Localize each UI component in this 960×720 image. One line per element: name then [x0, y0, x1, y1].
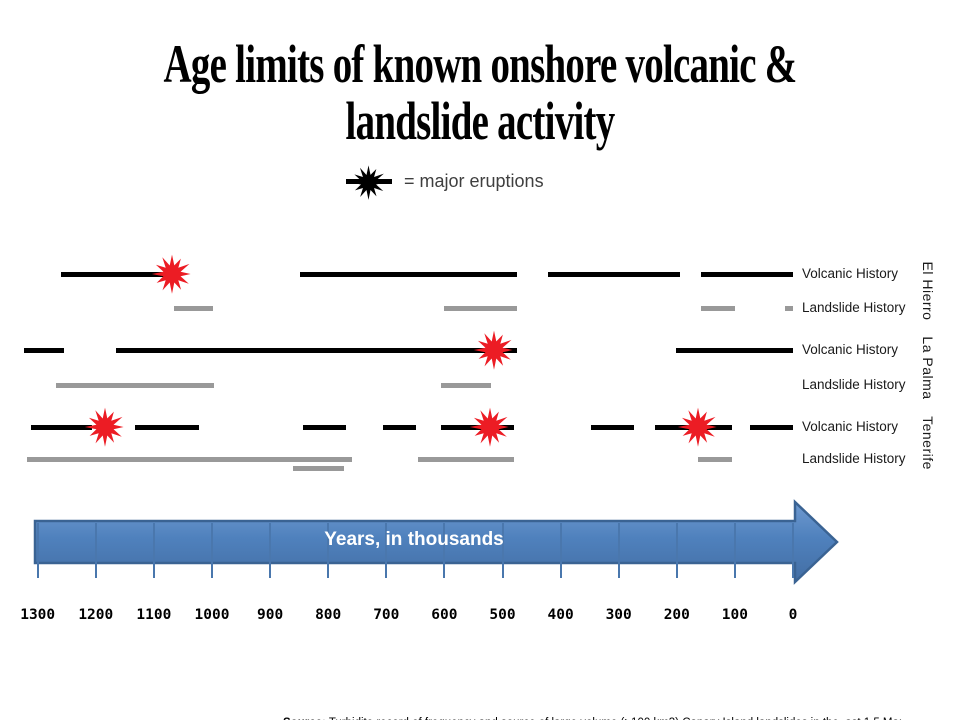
volcanic-bar-segment [547, 271, 681, 277]
axis-tick [269, 523, 272, 578]
axis-tick [152, 523, 155, 578]
slide-title: Age limits of known onshore volcanic & l… [134, 34, 825, 152]
axis-tick [617, 523, 620, 578]
volcanic-bar-segment [60, 271, 172, 277]
legend-label: = major eruptions [404, 171, 544, 191]
volcanic-bar-segment [116, 347, 517, 353]
axis-tick [733, 523, 736, 578]
axis-tick [327, 523, 330, 578]
volcanic-bar-segment [303, 424, 347, 430]
landslide-bar-segment [174, 305, 214, 311]
axis-tick-label: 1200 [78, 607, 114, 623]
history-row-label: Volcanic History [802, 419, 899, 434]
title-line-2: landslide activity [345, 91, 616, 152]
volcanic-bar-segment [134, 424, 200, 430]
axis-tick-label: 0 [788, 607, 798, 623]
landslide-bar-segment [697, 456, 732, 462]
landslide-bar-segment [55, 382, 214, 388]
volcanic-bar-segment [382, 424, 416, 430]
eruption-star-icon [677, 407, 717, 447]
volcanic-bar-segment [750, 424, 793, 430]
axis-title: Years, in thousands [324, 529, 504, 550]
volcanic-bar-segment [23, 347, 64, 353]
volcanic-bar-segment [676, 347, 793, 353]
axis-tick-label: 300 [605, 607, 632, 623]
axis-tick-label: 800 [315, 607, 342, 623]
axis-tick [94, 523, 97, 578]
title-line-1: Age limits of known onshore volcanic & [163, 34, 798, 94]
history-row-label: Volcanic History [802, 342, 899, 357]
source-prefix: Source: [283, 717, 326, 720]
axis-tick-label: 200 [663, 607, 690, 623]
island-label: La Palma [920, 335, 936, 400]
eruption-star-icon [151, 254, 191, 294]
axis-tick [675, 523, 678, 578]
axis-tick-label: 100 [721, 607, 748, 623]
landslide-bar-segment [784, 305, 793, 311]
axis-tick-label: 900 [256, 607, 284, 623]
axis-tick [211, 523, 213, 578]
axis-tick-label: 1000 [194, 607, 230, 623]
landslide-bar-segment [443, 305, 518, 311]
source-line-1-text: Turbidite record of frequency and source… [326, 717, 902, 720]
axis-tick-label: 1300 [20, 607, 56, 623]
source-line-1: Source: Turbidite record of frequency an… [283, 715, 953, 720]
volcanic-bar-segment [701, 271, 793, 277]
history-row-label: Volcanic History [802, 266, 899, 281]
eruption-star-icon [473, 330, 513, 370]
axis-tick [36, 523, 39, 578]
island-label: El Hierro [920, 261, 936, 321]
axis-tick [443, 523, 446, 578]
landslide-bar-segment [440, 382, 491, 388]
volcanic-bar-segment [300, 271, 517, 277]
landslide-bar-segment [418, 456, 515, 462]
history-row-label: Landslide History [802, 300, 906, 315]
landslide-bar-segment [701, 305, 735, 311]
axis-tick-label: 700 [373, 607, 400, 623]
axis-tick [501, 523, 504, 578]
eruption-star-icon [84, 407, 124, 447]
axis-tick [559, 523, 562, 578]
volcanic-bar-segment [590, 424, 634, 430]
axis-tick-label: 500 [489, 607, 516, 623]
history-row-label: Landslide History [802, 377, 906, 392]
axis-tick [385, 523, 388, 578]
axis-tick-label: 400 [547, 607, 574, 623]
history-row-label: Landslide History [802, 451, 906, 466]
landslide-bar-segment [27, 456, 352, 462]
landslide-bar-segment [292, 465, 344, 471]
axis-tick [792, 523, 794, 578]
axis-tick-label: 1100 [136, 607, 172, 623]
eruption-star-icon [470, 407, 509, 447]
source-citation: Source: Turbidite record of frequency an… [283, 681, 953, 720]
volcanic-bar-segment [30, 424, 92, 430]
island-label: Tenerife [920, 416, 936, 470]
axis-tick-label: 600 [431, 607, 458, 623]
